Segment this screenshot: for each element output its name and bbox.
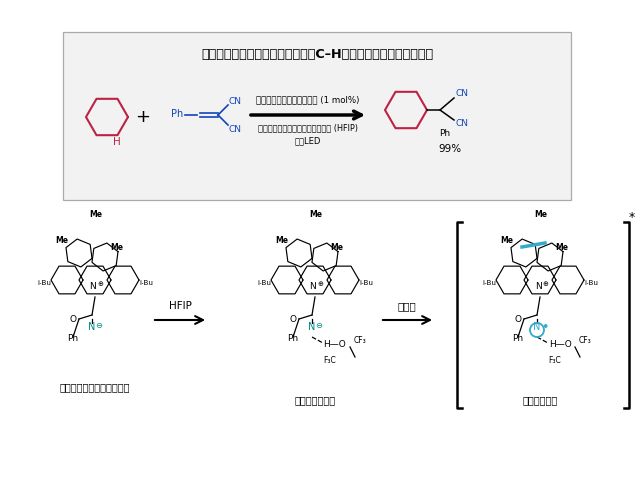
Text: CN: CN bbox=[456, 88, 468, 97]
Text: i-Bu: i-Bu bbox=[37, 280, 51, 286]
Text: Ph: Ph bbox=[171, 109, 183, 119]
Text: ⊖: ⊖ bbox=[95, 321, 102, 330]
Text: +: + bbox=[136, 108, 150, 126]
Text: i-Bu: i-Bu bbox=[139, 280, 153, 286]
Text: H—O: H—O bbox=[548, 340, 572, 349]
Text: ⊖: ⊖ bbox=[316, 321, 323, 330]
Text: Me: Me bbox=[90, 210, 102, 219]
Text: N: N bbox=[88, 322, 96, 332]
Text: CF₃: CF₃ bbox=[354, 336, 366, 345]
Text: ⊕: ⊕ bbox=[317, 281, 323, 287]
Text: N: N bbox=[90, 282, 97, 291]
Text: Me: Me bbox=[310, 210, 323, 219]
Text: Me: Me bbox=[330, 243, 344, 252]
Text: 青色LED: 青色LED bbox=[295, 136, 321, 145]
Bar bbox=[63, 32, 571, 200]
Text: N: N bbox=[534, 282, 541, 291]
Text: Me: Me bbox=[534, 210, 547, 219]
Text: O: O bbox=[515, 315, 522, 324]
Text: Me: Me bbox=[56, 236, 68, 245]
Text: アクリジニウムアミデート: アクリジニウムアミデート bbox=[60, 382, 131, 392]
Text: HFIP: HFIP bbox=[168, 301, 191, 311]
Text: Ph: Ph bbox=[67, 334, 79, 343]
Text: 様々な灰化水素化合物の直接的なC–H結合変換を高い效率で実現: 様々な灰化水素化合物の直接的なC–H結合変換を高い效率で実現 bbox=[201, 48, 433, 61]
Text: ⊕: ⊕ bbox=[97, 281, 103, 287]
Text: Ph: Ph bbox=[440, 129, 451, 138]
Text: 青色光: 青色光 bbox=[397, 301, 417, 311]
Text: Me: Me bbox=[556, 243, 568, 252]
Text: CN: CN bbox=[228, 97, 241, 107]
Text: CN: CN bbox=[228, 124, 241, 133]
Text: H—O: H—O bbox=[324, 340, 346, 349]
Text: ⊕: ⊕ bbox=[542, 281, 548, 287]
Text: N: N bbox=[533, 322, 541, 332]
Text: H: H bbox=[113, 137, 121, 147]
Text: O: O bbox=[289, 315, 296, 324]
Text: ヘキサフルオロイソプロパノール (HFIP): ヘキサフルオロイソプロパノール (HFIP) bbox=[258, 123, 358, 132]
Text: N: N bbox=[308, 322, 316, 332]
Text: N: N bbox=[310, 282, 316, 291]
Text: 99%: 99% bbox=[438, 144, 461, 154]
Text: i-Bu: i-Bu bbox=[257, 280, 271, 286]
Text: 水素結合の形成: 水素結合の形成 bbox=[294, 395, 335, 405]
Text: i-Bu: i-Bu bbox=[482, 280, 496, 286]
Text: CF₃: CF₃ bbox=[579, 336, 591, 345]
Text: CN: CN bbox=[456, 120, 468, 129]
Text: i-Bu: i-Bu bbox=[584, 280, 598, 286]
Text: O: O bbox=[70, 315, 77, 324]
Text: アクリジニウムアミデート (1 mol%): アクリジニウムアミデート (1 mol%) bbox=[256, 96, 360, 105]
Text: F₃C: F₃C bbox=[324, 356, 337, 365]
Text: Ph: Ph bbox=[513, 334, 524, 343]
Text: F₃C: F₃C bbox=[548, 356, 561, 365]
Text: *: * bbox=[629, 212, 635, 225]
Text: •: • bbox=[541, 321, 548, 334]
Text: Me: Me bbox=[500, 236, 513, 245]
Text: 三重項励起種: 三重項励起種 bbox=[522, 395, 557, 405]
Text: Me: Me bbox=[275, 236, 289, 245]
Text: Me: Me bbox=[111, 243, 124, 252]
Text: i-Bu: i-Bu bbox=[359, 280, 373, 286]
Text: Ph: Ph bbox=[287, 334, 299, 343]
